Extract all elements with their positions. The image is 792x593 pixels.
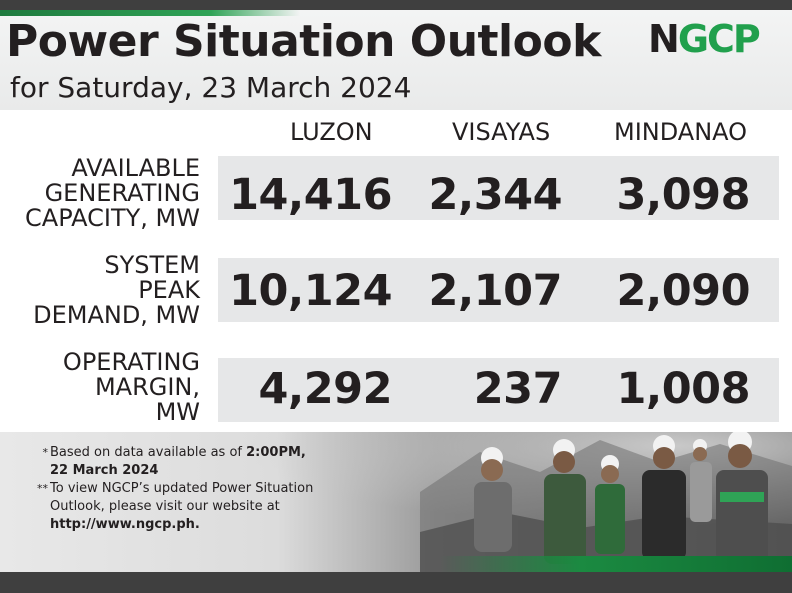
header	[0, 10, 792, 110]
cell-luzon-capacity: 14,416	[229, 170, 392, 220]
cell-visayas-margin: 237	[473, 364, 563, 414]
top-green-accent	[0, 10, 300, 16]
top-dark-band	[0, 0, 792, 10]
footnote-website: ** To view NGCP’s updated Power Situatio…	[37, 481, 314, 532]
logo-wordmark: NGCP	[648, 16, 761, 62]
table-row-band	[218, 358, 779, 422]
workers-illustration	[474, 432, 768, 564]
page-title: Power Situation Outlook	[6, 16, 601, 67]
cell-mindanao-margin: 1,008	[616, 364, 750, 414]
column-header-visayas: VISAYAS	[452, 118, 551, 146]
bottom-dark-band	[0, 572, 792, 593]
footnotes: * Based on data available as of 2:00PM, …	[22, 444, 402, 534]
logo-letter-n: N	[648, 17, 680, 61]
column-header-mindanao: MINDANAO	[614, 118, 748, 146]
row-label-operating-margin: OPERATING MARGIN, MW	[62, 348, 200, 426]
cell-mindanao-capacity: 3,098	[616, 170, 750, 220]
cell-visayas-capacity: 2,344	[428, 170, 562, 220]
row-label-available-capacity: AVAILABLE GENERATING CAPACITY, MW	[25, 154, 200, 232]
table-row-band	[218, 156, 779, 220]
website-link[interactable]: http://www.ngcp.ph.	[50, 517, 200, 532]
cell-luzon-margin: 4,292	[258, 364, 392, 414]
cell-luzon-demand: 10,124	[229, 266, 392, 316]
page-subtitle: for Saturday, 23 March 2024	[10, 71, 412, 104]
row-label-peak-demand: SYSTEM PEAK DEMAND, MW	[33, 251, 200, 329]
logo-letters-gcp: GCP	[677, 17, 761, 61]
ngcp-logo: NGCP	[648, 16, 780, 62]
column-header-luzon: LUZON	[290, 118, 373, 146]
bottom-green-accent	[440, 556, 792, 572]
footnote-data-timestamp: * Based on data available as of 2:00PM, …	[42, 445, 306, 478]
table-row-band	[218, 258, 779, 322]
linemen-photo	[0, 432, 792, 572]
cell-visayas-demand: 2,107	[428, 266, 562, 316]
cell-mindanao-demand: 2,090	[616, 266, 750, 316]
